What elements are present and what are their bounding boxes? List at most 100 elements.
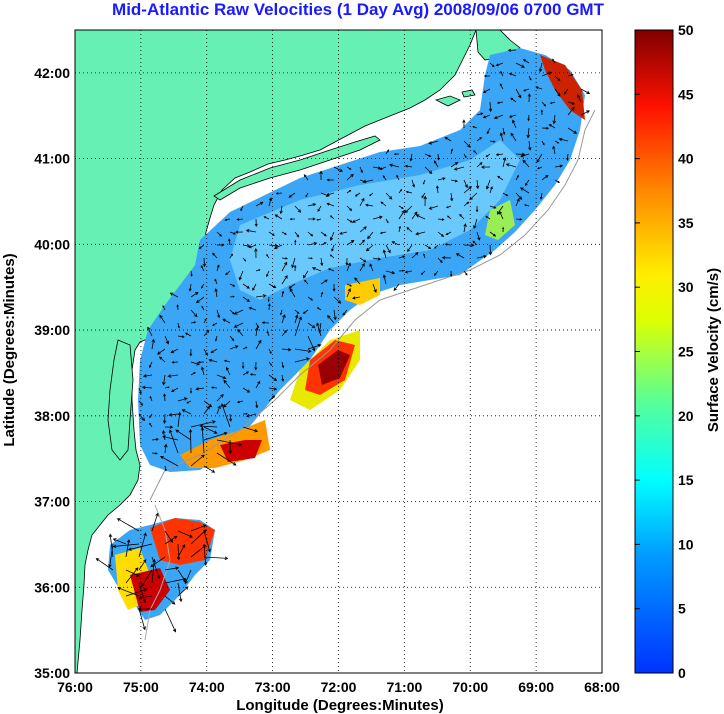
velocity-arrow bbox=[190, 309, 198, 318]
velocity-arrow bbox=[541, 71, 552, 77]
velocity-arrow bbox=[268, 361, 273, 366]
velocity-arrow bbox=[510, 132, 517, 142]
colorbar-tick-label: 10 bbox=[678, 536, 694, 552]
velocity-arrow bbox=[369, 192, 374, 197]
velocity-arrow bbox=[463, 179, 468, 189]
velocity-arrow bbox=[502, 127, 506, 136]
velocity-arrow bbox=[164, 465, 167, 472]
velocity-arrow bbox=[116, 518, 140, 532]
velocity-hotspot-10 bbox=[130, 568, 170, 612]
velocity-hotspot-11 bbox=[485, 200, 515, 240]
bathymetry-contour bbox=[149, 109, 596, 501]
velocity-arrow bbox=[138, 532, 147, 558]
velocity-arrow bbox=[329, 231, 335, 241]
velocity-arrow bbox=[200, 426, 205, 454]
velocity-arrow bbox=[288, 283, 296, 289]
velocity-arrow bbox=[463, 270, 468, 276]
velocity-arrow bbox=[254, 218, 258, 227]
colorbar-tick-label: 5 bbox=[678, 601, 686, 617]
velocity-arrow bbox=[398, 205, 404, 209]
velocity-arrow bbox=[263, 216, 270, 220]
velocity-arrow bbox=[108, 543, 114, 568]
colorbar-tick-label: 40 bbox=[678, 151, 694, 167]
velocity-arrow bbox=[208, 358, 218, 363]
velocity-arrow bbox=[329, 254, 335, 259]
velocity-arrow bbox=[171, 361, 179, 364]
velocity-arrow bbox=[331, 244, 335, 252]
velocity-arrow bbox=[515, 88, 522, 99]
velocity-arrow bbox=[291, 257, 296, 269]
velocity-arrow bbox=[190, 321, 197, 324]
velocity-arrow bbox=[404, 164, 413, 168]
velocity-arrow bbox=[508, 114, 517, 118]
velocity-arrow bbox=[200, 366, 205, 376]
velocity-arrow bbox=[266, 330, 270, 337]
velocity-arrow bbox=[212, 252, 218, 259]
velocity-arrow bbox=[188, 428, 193, 454]
velocity-arrow bbox=[405, 190, 413, 194]
y-tick-label: 42:00 bbox=[34, 65, 70, 81]
velocity-arrow bbox=[391, 241, 400, 246]
velocity-arrow bbox=[398, 188, 403, 194]
velocity-arrow bbox=[149, 395, 153, 402]
velocity-arrow bbox=[566, 153, 569, 161]
velocity-arrow bbox=[150, 556, 166, 568]
velocity-arrow bbox=[212, 322, 218, 326]
velocity-arrow bbox=[279, 205, 283, 215]
velocity-arrow bbox=[346, 173, 354, 181]
velocity-arrow bbox=[316, 307, 322, 311]
velocity-arrow bbox=[476, 162, 483, 168]
x-axis-ticks: 76:00 75:00 74:00 73:00 72:00 71:00 70:00 69:00… bbox=[57, 679, 620, 695]
velocity-arrow bbox=[389, 163, 400, 168]
velocity-arrow bbox=[554, 140, 560, 144]
y-axis-label: Latitude (Degrees:Minutes) bbox=[1, 253, 18, 446]
velocity-arrow bbox=[411, 179, 416, 188]
velocity-arrow bbox=[522, 159, 530, 168]
velocity-arrow bbox=[435, 185, 439, 194]
velocity-arrow bbox=[289, 218, 296, 221]
velocity-arrow bbox=[294, 264, 297, 272]
velocity-arrow bbox=[359, 257, 367, 263]
velocity-arrow bbox=[463, 243, 475, 247]
velocity-arrow bbox=[268, 348, 272, 355]
velocity-arrow bbox=[380, 201, 387, 207]
velocity-arrow bbox=[127, 543, 153, 551]
velocity-arrow bbox=[216, 439, 243, 447]
velocity-arrow bbox=[163, 443, 168, 454]
velocity-arrow bbox=[485, 179, 491, 190]
velocity-arrow bbox=[409, 153, 413, 162]
velocity-arrow bbox=[444, 136, 452, 142]
velocity-arrow bbox=[463, 153, 467, 159]
velocity-arrow bbox=[125, 539, 131, 558]
velocity-arrow bbox=[359, 239, 365, 246]
velocity-arrow bbox=[142, 374, 153, 378]
velocity-arrow bbox=[567, 127, 578, 134]
velocity-arrow bbox=[476, 137, 483, 142]
velocity-arrow bbox=[424, 153, 432, 157]
velocity-arrow bbox=[184, 569, 192, 585]
colorbar-tick-label: 20 bbox=[678, 408, 694, 424]
velocity-arrow bbox=[493, 114, 504, 120]
velocity-arrow bbox=[233, 309, 244, 315]
velocity-arrow bbox=[346, 166, 352, 170]
colorbar-tick-label: 35 bbox=[678, 215, 694, 231]
velocity-arrow bbox=[535, 86, 543, 90]
velocity-arrow bbox=[199, 424, 218, 428]
velocity-arrow bbox=[307, 296, 313, 301]
velocity-arrow bbox=[462, 119, 466, 129]
velocity-arrow bbox=[222, 318, 231, 324]
velocity-arrow bbox=[428, 205, 439, 210]
velocity-arrow bbox=[567, 101, 575, 105]
velocity-arrow bbox=[469, 192, 478, 201]
velocity-arrow bbox=[415, 214, 426, 220]
velocity-arrow bbox=[190, 524, 207, 532]
velocity-arrow bbox=[421, 192, 426, 199]
velocity-arrow bbox=[181, 409, 192, 415]
velocity-arrow bbox=[281, 261, 288, 272]
velocity-arrow bbox=[437, 218, 445, 221]
velocity-arrow bbox=[558, 137, 569, 142]
y-tick-label: 37:00 bbox=[34, 494, 70, 510]
velocity-arrow bbox=[266, 254, 270, 259]
velocity-arrow bbox=[242, 283, 250, 289]
velocity-arrow bbox=[162, 413, 167, 425]
